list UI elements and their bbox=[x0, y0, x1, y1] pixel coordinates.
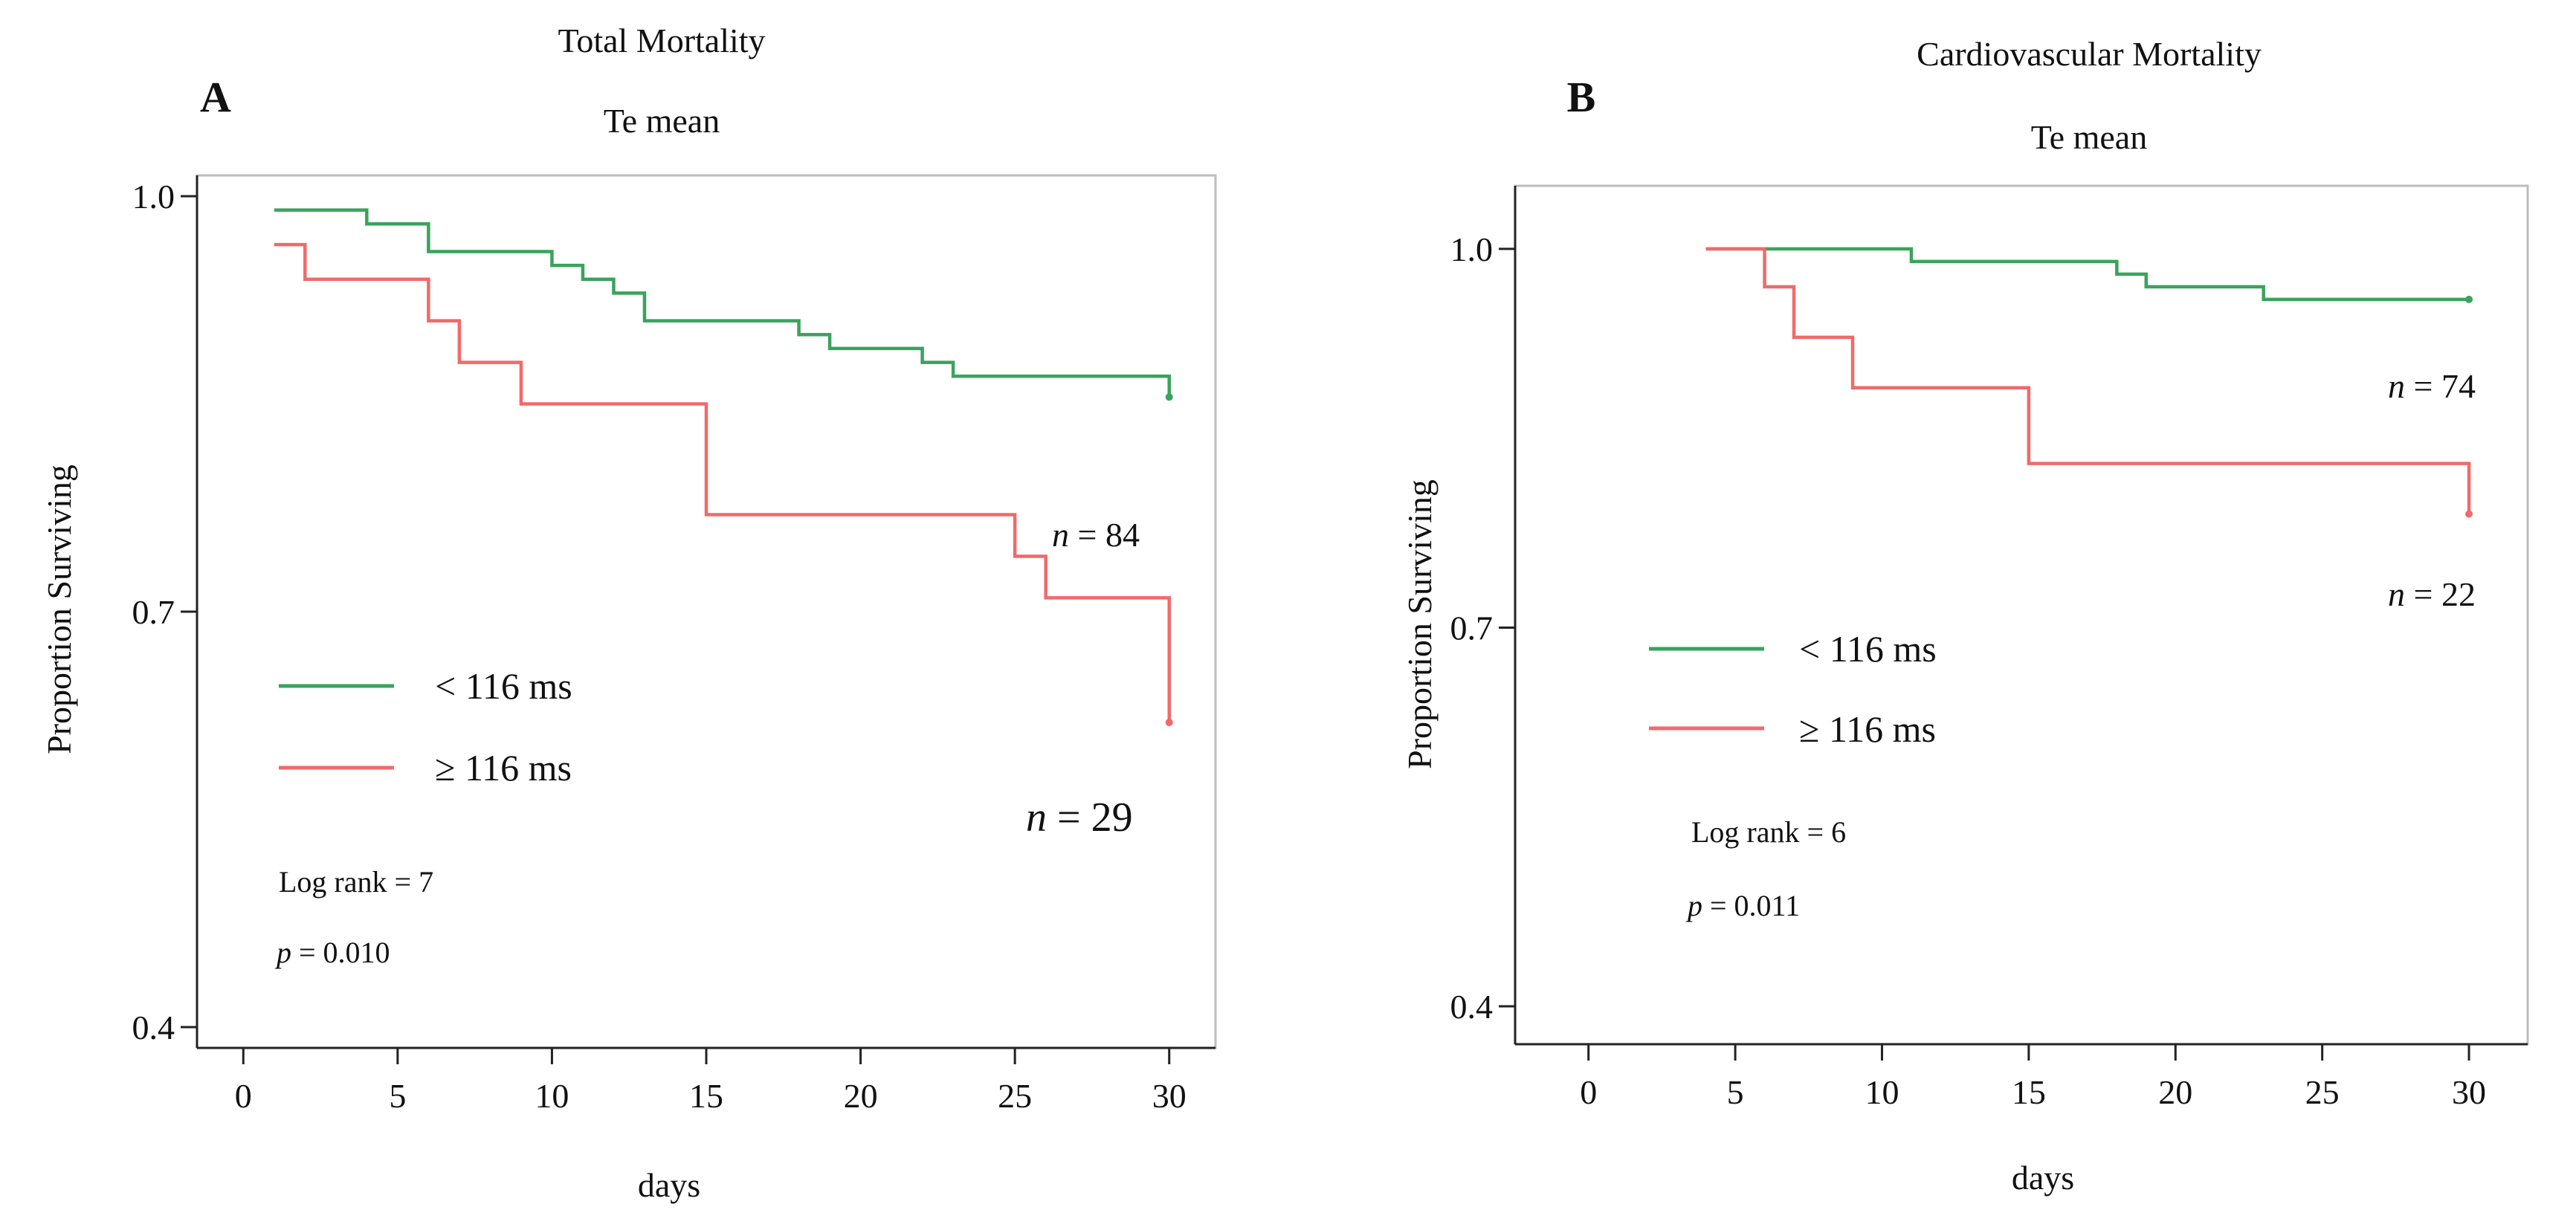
p-value-annotation: p = 0.010 bbox=[274, 936, 390, 969]
x-tick-label: 20 bbox=[844, 1077, 878, 1115]
chart-subtitle: Te mean bbox=[2031, 118, 2147, 156]
p-symbol: p bbox=[1685, 889, 1702, 922]
survival-curves bbox=[1705, 247, 2473, 518]
legend-label-low: < 116 ms bbox=[1799, 628, 1937, 670]
p-value-text: = 0.011 bbox=[1702, 889, 1800, 922]
y-tick-label: 0.4 bbox=[1450, 988, 1494, 1026]
legend-label-low: < 116 ms bbox=[435, 665, 572, 707]
x-tick-label: 15 bbox=[2012, 1073, 2046, 1111]
n-label-n: n bbox=[1026, 794, 1047, 841]
x-tick-label: 10 bbox=[1865, 1073, 1899, 1111]
y-tick-label: 1.0 bbox=[1450, 230, 1494, 268]
x-tick-label: 10 bbox=[535, 1077, 569, 1115]
curve-end-point bbox=[2465, 510, 2473, 518]
legend: < 116 ms ≥ 116 ms bbox=[279, 665, 572, 789]
legend-label-high: ≥ 116 ms bbox=[1799, 708, 1936, 750]
y-axis-label: Proportion Surviving bbox=[1401, 479, 1439, 769]
n-label-value: = 84 bbox=[1069, 516, 1140, 554]
n-label-n: n bbox=[2388, 367, 2405, 405]
legend: < 116 ms ≥ 116 ms bbox=[1649, 628, 1937, 750]
panel-b: Cardiovascular Mortality B Te mean 0 5 10 1… bbox=[1401, 35, 2529, 1197]
x-axis-label: days bbox=[638, 1166, 700, 1204]
axis-ticks: 0 5 10 15 20 25 30 0.4 0.7 1.0 bbox=[1450, 230, 2487, 1111]
n-label-high: n = 29 bbox=[1026, 794, 1133, 841]
x-tick-label: 5 bbox=[1727, 1073, 1744, 1111]
panel-a: Total Mortality A Te mean 0 5 10 15 20 25 30 0.… bbox=[40, 22, 1217, 1204]
x-tick-label: 25 bbox=[998, 1077, 1032, 1115]
n-label-low: n = 84 bbox=[1052, 516, 1140, 554]
x-tick-label: 5 bbox=[389, 1077, 406, 1115]
n-label-n: n bbox=[1052, 516, 1069, 554]
panel-label: B bbox=[1567, 73, 1596, 121]
y-tick-label: 0.4 bbox=[132, 1009, 175, 1046]
log-rank-annotation: Log rank = 6 bbox=[1691, 815, 1846, 849]
p-value-text: = 0.010 bbox=[291, 936, 390, 969]
x-tick-label: 20 bbox=[2158, 1073, 2192, 1111]
n-label-n: n bbox=[2388, 575, 2405, 613]
x-axis-label: days bbox=[2012, 1159, 2074, 1197]
p-value-annotation: p = 0.011 bbox=[1685, 889, 1800, 922]
curve-end-point bbox=[2465, 295, 2473, 303]
log-rank-annotation: Log rank = 7 bbox=[279, 865, 433, 899]
n-label-value: = 74 bbox=[2405, 367, 2476, 405]
axis-ticks: 0 5 10 15 20 25 30 0.4 0.7 1.0 bbox=[132, 178, 1187, 1115]
x-tick-label: 30 bbox=[2452, 1073, 2486, 1111]
plot-frame bbox=[196, 174, 1217, 1049]
x-tick-label: 30 bbox=[1152, 1077, 1187, 1115]
x-tick-label: 15 bbox=[689, 1077, 723, 1115]
survival-line-high bbox=[1705, 247, 2471, 514]
chart-subtitle: Te mean bbox=[604, 102, 720, 140]
n-label-value: = 29 bbox=[1047, 794, 1133, 841]
x-tick-label: 25 bbox=[2305, 1073, 2340, 1111]
chart-title: Cardiovascular Mortality bbox=[1917, 35, 2262, 73]
y-tick-label: 0.7 bbox=[132, 593, 175, 631]
n-label-low: n = 74 bbox=[2388, 367, 2476, 405]
p-symbol: p bbox=[274, 936, 291, 969]
curve-end-point bbox=[1165, 393, 1173, 401]
plot-frame bbox=[1514, 184, 2529, 1046]
survival-line-low bbox=[274, 208, 1171, 398]
curve-end-point bbox=[1165, 719, 1173, 727]
survival-line-low bbox=[1705, 247, 2470, 302]
y-axis-label: Proportion Surviving bbox=[40, 465, 78, 754]
survival-curves bbox=[274, 208, 1173, 727]
chart-title: Total Mortality bbox=[558, 22, 765, 59]
y-tick-label: 0.7 bbox=[1450, 609, 1494, 647]
legend-label-high: ≥ 116 ms bbox=[435, 747, 572, 789]
n-label-value: = 22 bbox=[2405, 575, 2476, 613]
survival-line-high bbox=[274, 242, 1171, 723]
y-tick-label: 1.0 bbox=[132, 178, 175, 216]
n-label-high: n = 22 bbox=[2388, 575, 2476, 613]
panel-label: A bbox=[200, 73, 231, 121]
x-tick-label: 0 bbox=[235, 1077, 252, 1115]
x-tick-label: 0 bbox=[1580, 1073, 1597, 1111]
